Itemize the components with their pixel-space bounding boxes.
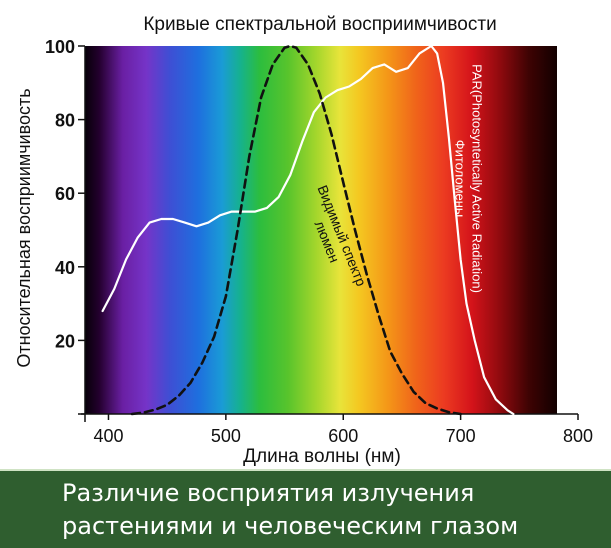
x-tick-label: 800	[563, 426, 593, 446]
annotation-line-1: PAR(Photosyntetically Active Radiation)	[469, 64, 484, 293]
par-curve	[101, 44, 515, 416]
x-axis-label: Длина волны (нм)	[243, 446, 401, 467]
y-tick-label: 40	[55, 258, 75, 278]
caption-line-2: растениями и человеческим глазом	[62, 512, 519, 540]
y-tick-label: 20	[55, 331, 75, 351]
spectral-chart: Кривые спектральной восприимчивости Отно…	[14, 14, 593, 467]
x-tick-label: 500	[211, 426, 241, 446]
y-tick-label: 80	[55, 111, 75, 131]
y-tick-label: 100	[45, 37, 75, 57]
caption-line-1: Различие восприятия излучения	[62, 479, 475, 507]
chart-title: Кривые спектральной восприимчивости	[143, 14, 496, 35]
x-tick-label: 400	[93, 426, 123, 446]
x-tick-label: 600	[328, 426, 358, 446]
y-tick-label: 60	[55, 184, 75, 204]
series-layer	[101, 44, 515, 416]
annotation-line-2: Фитоломены	[452, 140, 467, 218]
y-axis-label: Относительная восприимчивость	[14, 88, 34, 367]
x-tick-label: 700	[446, 426, 476, 446]
visible-spectrum-curve	[130, 44, 462, 416]
axes: 20 40 60 80 100 400 500 600 700 800	[45, 37, 593, 446]
caption-banner: Различие восприятия излучения растениями…	[0, 469, 611, 548]
par-label: PAR(Photosyntetically Active Radiation)Ф…	[452, 64, 484, 293]
